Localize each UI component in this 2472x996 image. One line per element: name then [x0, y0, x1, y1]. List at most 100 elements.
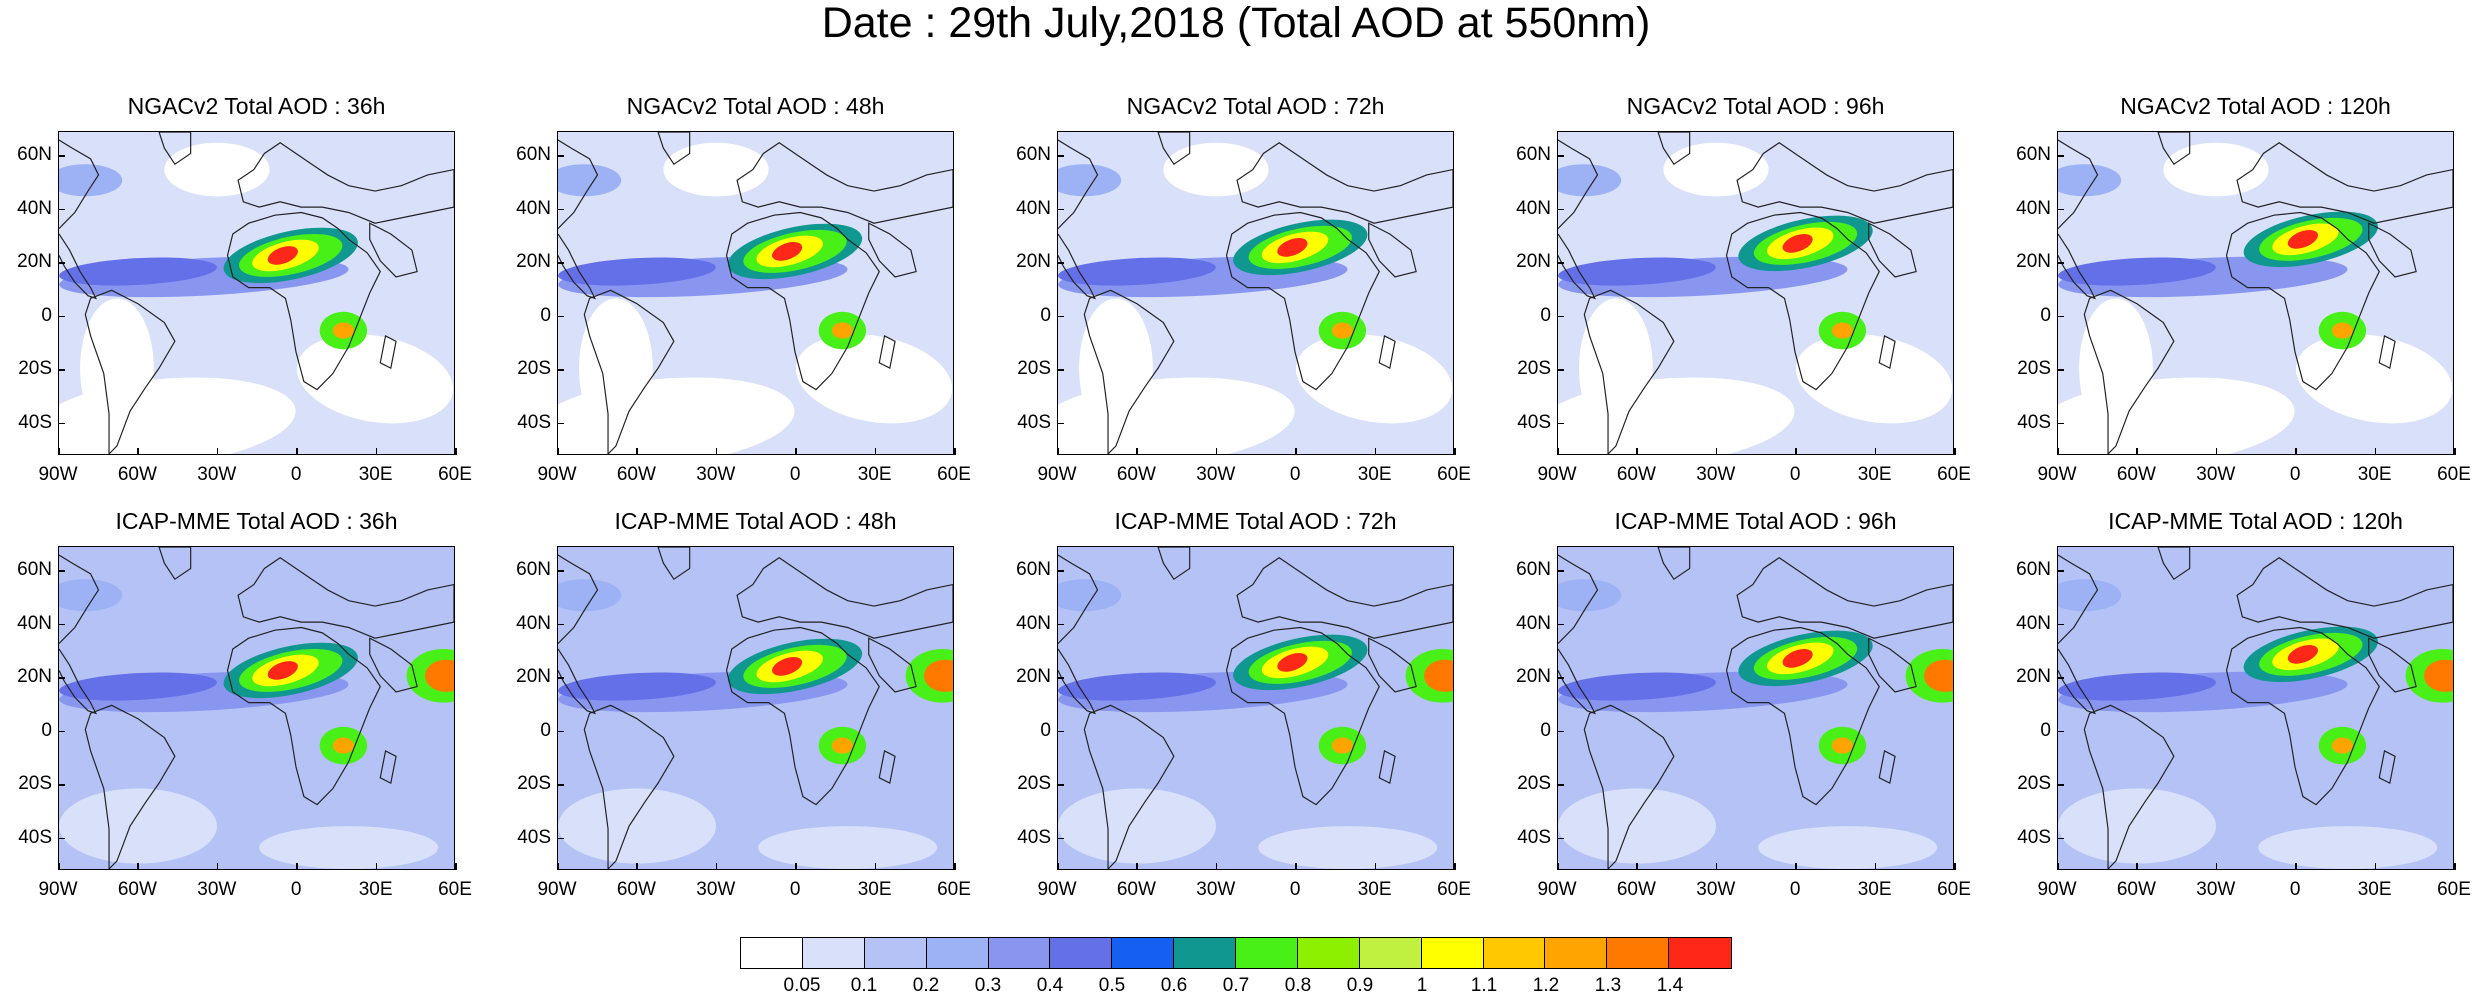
greenland-outline	[657, 132, 691, 166]
lat-tick	[58, 155, 65, 157]
lat-tick-label: 60N	[17, 144, 52, 166]
panel-title: NGACv2 Total AOD : 72h	[1126, 93, 1385, 119]
lon-tick-label: 30W	[1196, 879, 1236, 900]
lon-tick-label: 90W	[537, 464, 577, 485]
madagascar-outline	[1378, 750, 1396, 785]
panel-title: ICAP-MME Total AOD : 120h	[2108, 508, 2403, 534]
europe-outline	[237, 142, 454, 224]
greenland-outline	[1157, 132, 1191, 166]
colorbar-swatch	[802, 938, 865, 968]
lat-tick-label: 0	[540, 719, 551, 741]
dust-plume-core	[1782, 234, 1813, 253]
lat-tick-label: 20S	[1517, 358, 1551, 380]
colorbar-label: 1.4	[1656, 975, 1684, 996]
arabia-outline	[2368, 637, 2417, 693]
lon-tick	[296, 448, 298, 455]
lon-tick	[795, 863, 797, 870]
aod-band	[1058, 579, 1122, 612]
lat-tick-label: 40N	[2016, 612, 2051, 634]
figure-title: Date : 29th July,2018 (Total AOD at 550n…	[821, 0, 1651, 47]
arabia-outline	[1868, 637, 1917, 693]
lon-tick-label: 0	[290, 879, 302, 900]
lat-tick-label: 20N	[1516, 251, 1551, 273]
lon-tick-label: 30W	[1696, 464, 1736, 485]
lon-tick-label: 0	[1289, 879, 1301, 900]
lon-tick	[296, 863, 298, 870]
africa-outline	[2225, 626, 2380, 806]
north-america-outline	[1558, 554, 1599, 645]
smoke-plume-core	[332, 737, 354, 754]
lon-tick	[1374, 863, 1377, 870]
lat-tick-label: 60N	[2016, 559, 2051, 581]
lat-tick-label: 20N	[17, 251, 52, 273]
lon-tick-label: 60W	[1116, 464, 1156, 485]
lon-tick-label: 60W	[2116, 464, 2156, 485]
lat-tick	[1057, 570, 1064, 572]
greenland-outline	[2157, 132, 2191, 166]
south-america-outline	[84, 704, 176, 869]
greenland-outline	[158, 547, 192, 581]
africa-outline	[2225, 211, 2380, 391]
colorbar-label: 0.5	[1098, 975, 1126, 996]
lat-tick	[1557, 570, 1564, 572]
africa-outline	[1225, 211, 1380, 391]
lat-tick	[557, 730, 564, 733]
colorbar-label: 0.3	[974, 975, 1002, 996]
smoke-plume-core	[1331, 737, 1353, 754]
lon-tick-label: 30W	[197, 464, 237, 485]
madagascar-outline	[379, 335, 397, 370]
lat-tick	[1557, 155, 1564, 157]
aod-map	[1557, 546, 1954, 870]
smoke-plume-core	[2331, 322, 2353, 339]
south-america-outline	[583, 289, 675, 454]
lon-tick	[1136, 448, 1138, 455]
lat-tick	[1057, 784, 1064, 786]
lon-tick-label: 60W	[616, 879, 656, 900]
dust-plume-core	[2287, 644, 2318, 664]
lon-tick-label: 30E	[358, 464, 393, 485]
lon-tick	[1215, 448, 1218, 455]
colorbar-label: 1.2	[1532, 975, 1560, 996]
lon-tick-label: 60W	[117, 879, 157, 900]
south-america-outline	[1583, 289, 1675, 454]
lon-tick-label: 90W	[1037, 464, 1077, 485]
lat-tick-label: 20N	[1016, 251, 1051, 273]
clean-air-region	[2295, 334, 2453, 424]
lat-tick-label: 40S	[1017, 411, 1051, 433]
panel-title: ICAP-MME Total AOD : 36h	[115, 508, 398, 534]
lat-tick-label: 20N	[516, 251, 551, 273]
lon-tick-label: 60E	[2437, 464, 2471, 485]
lon-tick-label: 0	[2289, 879, 2301, 900]
lon-tick-label: 60W	[1616, 879, 1656, 900]
south-america-outline	[84, 289, 176, 454]
lat-tick-label: 40S	[1517, 411, 1551, 433]
lon-tick-label: 60E	[438, 879, 472, 900]
lat-tick	[58, 623, 65, 626]
clean-air-region	[663, 142, 769, 197]
dust-transport-band	[1558, 257, 1716, 286]
clean-air-region	[1079, 298, 1153, 438]
clean-air-region	[579, 298, 653, 438]
lon-tick-label: 60W	[616, 464, 656, 485]
clean-air-region	[296, 334, 454, 424]
colorbar-swatch	[1112, 938, 1175, 968]
aod-map	[557, 131, 954, 455]
lon-tick	[1874, 863, 1877, 870]
lon-tick-label: 30E	[1357, 879, 1392, 900]
arabia-outline	[369, 637, 418, 693]
lon-tick	[795, 448, 797, 455]
colorbar-label: 0.7	[1222, 975, 1250, 996]
lon-tick	[58, 448, 60, 455]
lat-tick-label: 40N	[17, 612, 52, 634]
dust-plume-core	[267, 661, 298, 680]
lat-tick-label: 60N	[17, 559, 52, 581]
lat-tick	[2057, 369, 2064, 371]
lat-tick-label: 60N	[1516, 559, 1551, 581]
central-america-outline	[59, 233, 98, 300]
lat-tick	[58, 422, 65, 425]
south-america-outline	[1083, 289, 1175, 454]
colorbar-label: 0.1	[850, 975, 878, 996]
aod-map-field	[2058, 132, 2453, 454]
colorbar-swatch	[1297, 938, 1360, 968]
colorbar-label: 1.3	[1594, 975, 1622, 996]
